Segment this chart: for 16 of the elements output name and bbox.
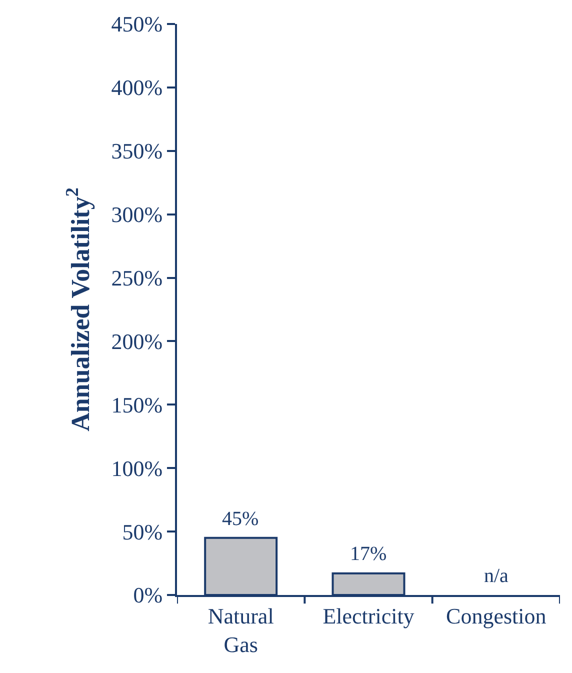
y-tick-label: 350%: [111, 138, 163, 164]
data-label: 17%: [350, 543, 387, 565]
x-tick-label: Electricity: [322, 603, 414, 628]
text: n/a: [484, 565, 508, 587]
y-tick-label: 50%: [122, 519, 163, 544]
y-tick-label: 0%: [133, 582, 163, 608]
y-tick-label: 100%: [111, 456, 163, 481]
y-tick-label: 450%: [111, 12, 163, 37]
y-tick-label: 400%: [111, 75, 163, 100]
data-label: 45%: [222, 508, 259, 530]
y-tick-label: 200%: [111, 328, 163, 354]
y-tick-label: 300%: [111, 202, 163, 228]
x-tick-label: Congestion: [446, 603, 546, 628]
y-tick-label: 150%: [111, 392, 163, 418]
y-tick-label: 250%: [111, 265, 163, 290]
x-tick-label: Natural Gas: [208, 603, 274, 657]
